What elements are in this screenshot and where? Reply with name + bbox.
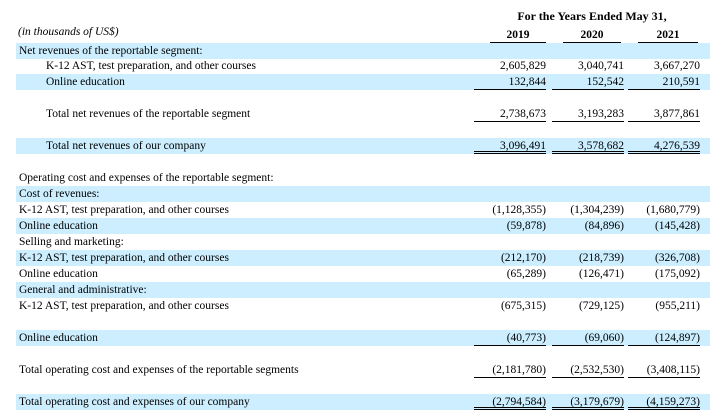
table-row: Cost of revenues: xyxy=(16,186,710,202)
value-2019: 3,096,491 xyxy=(474,138,546,154)
value-2021: (4,159,273) xyxy=(628,394,700,410)
table-row: General and administrative: xyxy=(16,282,710,298)
row-label: K-12 AST, test preparation, and other co… xyxy=(19,204,229,216)
units-note: (in thousands of US$) xyxy=(18,26,119,38)
value-2019: (40,773) xyxy=(474,330,546,346)
value-2020: 152,542 xyxy=(552,74,624,90)
value-2019: (2,181,780) xyxy=(474,362,546,378)
row-label: Total net revenues of our company xyxy=(46,140,206,152)
row-label: K-12 AST, test preparation, and other co… xyxy=(19,300,229,312)
table-row: Online education (59,878) (84,896) (145,… xyxy=(16,218,710,234)
table-row: K-12 AST, test preparation, and other co… xyxy=(16,250,710,266)
value-2020: (3,179,679) xyxy=(552,394,624,410)
value-2020: 3,040,741 xyxy=(578,60,624,72)
value-2021: 4,276,539 xyxy=(628,138,700,154)
table-row: Total operating cost and expenses of the… xyxy=(16,362,710,378)
row-label: Net revenues of the reportable segment: xyxy=(19,45,203,57)
value-2019: (59,878) xyxy=(506,220,546,232)
value-2020: (84,896) xyxy=(584,220,624,232)
value-2020: (1,304,239) xyxy=(570,204,624,216)
value-2021: (175,092) xyxy=(654,268,700,280)
table-row: K-12 AST, test preparation, and other co… xyxy=(16,298,710,314)
value-2020: (126,471) xyxy=(578,268,624,280)
row-label: Total operating cost and expenses of our… xyxy=(19,396,250,408)
value-2021: (326,708) xyxy=(654,252,700,264)
value-2021: 210,591 xyxy=(628,74,700,90)
value-2019: 132,844 xyxy=(474,74,546,90)
row-label: Online education xyxy=(46,76,125,88)
value-2021: (1,680,779) xyxy=(646,204,700,216)
table-row: Total operating cost and expenses of our… xyxy=(16,394,710,410)
row-label: Online education xyxy=(19,268,98,280)
value-2021: (145,428) xyxy=(654,220,700,232)
table-row: K-12 AST, test preparation, and other co… xyxy=(16,202,710,218)
value-2021: 3,667,270 xyxy=(654,60,700,72)
value-2021: (955,211) xyxy=(655,300,700,312)
value-2019: (2,794,584) xyxy=(474,394,546,410)
row-label: Total net revenues of the reportable seg… xyxy=(46,108,251,120)
table-row: Net revenues of the reportable segment: xyxy=(16,43,710,59)
row-label: K-12 AST, test preparation, and other co… xyxy=(46,60,256,72)
value-2020: 3,193,283 xyxy=(552,106,624,122)
row-label: K-12 AST, test preparation, and other co… xyxy=(19,252,229,264)
row-label: Online education xyxy=(19,220,98,232)
value-2019: (1,128,355) xyxy=(492,204,546,216)
row-label: Total operating cost and expenses of the… xyxy=(19,364,299,376)
table-row: Selling and marketing: xyxy=(16,234,710,250)
value-2020: 3,578,682 xyxy=(552,138,624,154)
row-label: Cost of revenues: xyxy=(19,188,100,200)
value-2020: (69,060) xyxy=(552,330,624,346)
value-2019: (675,315) xyxy=(500,300,546,312)
value-2021: (124,897) xyxy=(628,330,700,346)
value-2020: (2,532,530) xyxy=(552,362,624,378)
value-2021: 3,877,861 xyxy=(628,106,700,122)
year-header-2019: 2019 xyxy=(490,29,546,43)
table-row: Operating cost and expenses of the repor… xyxy=(16,170,710,186)
table-row: Total net revenues of the reportable seg… xyxy=(16,106,710,122)
table-row: Online education 132,844 152,542 210,591 xyxy=(16,74,710,90)
year-header-2020: 2020 xyxy=(563,29,621,43)
row-label: Selling and marketing: xyxy=(19,236,124,248)
value-2019: (65,289) xyxy=(506,268,546,280)
table-row: Online education (65,289) (126,471) (175… xyxy=(16,266,710,282)
row-label: Operating cost and expenses of the repor… xyxy=(19,172,274,184)
table-row: Total net revenues of our company 3,096,… xyxy=(16,138,710,154)
row-label: Online education xyxy=(19,332,98,344)
value-2019: 2,605,829 xyxy=(500,60,546,72)
period-header: For the Years Ended May 31, xyxy=(517,9,667,23)
value-2020: (218,739) xyxy=(578,252,624,264)
table-row: K-12 AST, test preparation, and other co… xyxy=(16,58,710,74)
value-2020: (729,125) xyxy=(578,300,624,312)
value-2021: (3,408,115) xyxy=(628,362,700,378)
row-label: General and administrative: xyxy=(19,284,147,296)
year-header-2021: 2021 xyxy=(638,29,698,43)
value-2019: 2,738,673 xyxy=(474,106,546,122)
table-row: Online education (40,773) (69,060) (124,… xyxy=(16,330,710,346)
value-2019: (212,170) xyxy=(500,252,546,264)
